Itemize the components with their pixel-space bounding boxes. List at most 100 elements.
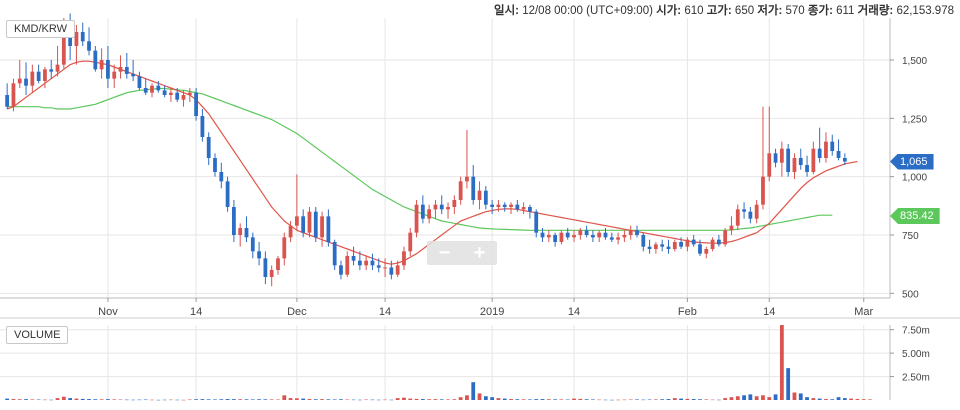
candle (477, 181, 482, 210)
candle (376, 258, 381, 273)
candle-body (704, 249, 709, 254)
candle (446, 202, 450, 219)
candle-body (446, 207, 450, 210)
candle (414, 200, 419, 238)
volume-tick-label: 2.50m (902, 373, 930, 384)
candle (817, 127, 822, 163)
candle (408, 228, 413, 256)
candle (206, 132, 211, 165)
candle-body (830, 141, 835, 151)
candle-body (805, 165, 809, 172)
volume-bar (389, 399, 394, 401)
candle (181, 90, 186, 107)
time-tick-label: 2019 (480, 306, 504, 318)
candle-body (194, 92, 198, 116)
candle-body (332, 242, 337, 266)
volume-bar (698, 399, 702, 400)
volume-bar (288, 398, 293, 400)
candle (490, 200, 495, 214)
candle (672, 239, 677, 252)
volume-bar (357, 399, 362, 401)
volume-bar (672, 398, 677, 400)
candle-body (276, 258, 280, 270)
candle-body (301, 216, 306, 233)
volume-bar (282, 395, 287, 400)
volume-bar (68, 398, 73, 400)
volume-bar (5, 398, 10, 400)
volume-bar (773, 394, 778, 400)
candle-body (376, 265, 381, 268)
candle-body (169, 92, 173, 95)
volume-bar (43, 399, 47, 401)
candle (320, 211, 324, 247)
volume-bar (294, 398, 299, 400)
volume-bar (276, 399, 280, 401)
candle-body (137, 76, 142, 88)
candle (357, 251, 362, 270)
zoom-in-button[interactable]: + (473, 242, 486, 264)
volume-bar (175, 399, 180, 401)
volume-bar (654, 399, 658, 400)
volume-bar (169, 399, 173, 401)
candle (326, 209, 331, 247)
candle-body (206, 137, 211, 158)
candle (691, 235, 696, 247)
zoom-out-button[interactable]: − (438, 242, 451, 264)
candle (660, 239, 665, 252)
candle-body (288, 225, 293, 238)
volume-bar (150, 399, 154, 401)
ma-slow-line (7, 87, 833, 231)
candle-body (798, 158, 803, 165)
candle (546, 230, 551, 242)
candle-body (496, 204, 501, 207)
candle-body (389, 267, 394, 275)
candle (288, 221, 293, 242)
candle (55, 46, 60, 77)
volume-bar (326, 399, 331, 400)
candle (80, 22, 85, 46)
volume-bar (597, 399, 602, 401)
volume-bar (779, 325, 784, 400)
candle-body (124, 67, 129, 74)
candle-body (5, 95, 10, 107)
candle-body (710, 239, 715, 249)
volume-bar (131, 399, 136, 401)
ohlc-date: 일시: 12/08 00:00 (UTC+09:00) (493, 5, 653, 17)
ohlc-low: 저가: 570 (757, 5, 805, 17)
volume-bar (263, 399, 268, 400)
candle (439, 195, 444, 214)
volume-bar (250, 399, 255, 400)
candle-body (213, 158, 217, 172)
time-tick-label: 14 (763, 306, 775, 318)
volume-bar (868, 399, 872, 400)
volume-bar (452, 399, 457, 400)
volume-bar (446, 399, 450, 400)
candle-body (748, 211, 753, 219)
volume-bar (710, 399, 715, 401)
candle (534, 209, 539, 238)
candle-body (490, 204, 495, 207)
candle-body (244, 228, 249, 238)
candle (830, 134, 835, 156)
candle (219, 162, 224, 189)
volume-bar (798, 393, 803, 400)
pair-label: KMD/KRW (6, 20, 75, 38)
volume-tick-label: 7.50m (902, 326, 930, 337)
volume-bar (87, 399, 91, 400)
candle-body (263, 258, 268, 277)
candle-body (584, 230, 589, 235)
candle-body (313, 211, 318, 238)
candle-body (483, 190, 488, 205)
volume-bar (521, 399, 526, 400)
candle-body (175, 92, 180, 100)
candle-body (61, 25, 66, 65)
candle-body (553, 235, 558, 242)
candle (370, 253, 375, 270)
volume-bar (635, 399, 639, 400)
candle (364, 256, 369, 270)
candle-body (55, 64, 60, 72)
candle-body (842, 158, 847, 162)
candle (345, 251, 350, 277)
candle-body (515, 204, 520, 210)
